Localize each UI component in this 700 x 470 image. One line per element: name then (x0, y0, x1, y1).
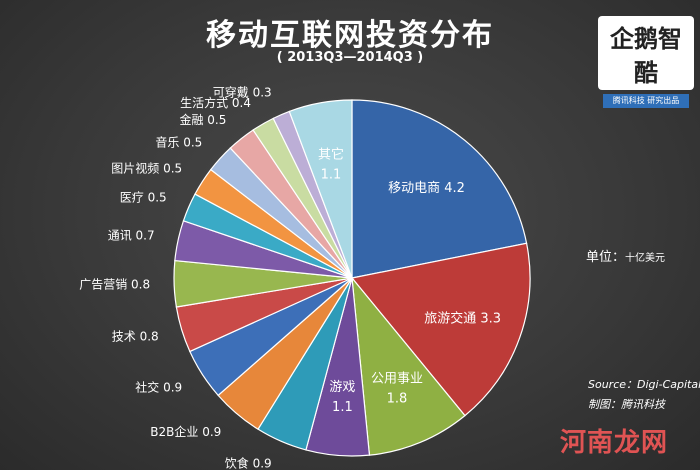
watermark: 河南龙网 (560, 428, 669, 458)
slice-label-旅游交通: 旅游交通 3.3 (424, 311, 501, 327)
slice-label-其它: 其它 (318, 146, 344, 162)
chart-title: 移动互联网投资分布 (206, 18, 494, 53)
slice-label-B2B企业: B2B企业 0.9 (150, 424, 221, 439)
logo-text: 企鹅智酷 (610, 25, 682, 87)
unit-value: 十亿美元 (625, 253, 666, 264)
slice-label-医疗: 医疗 0.5 (120, 191, 167, 205)
pie-slice-其它 (288, 99, 353, 279)
logo-band: 腾讯科技 研究出品 (603, 94, 689, 108)
source-label: Source： (588, 378, 638, 391)
slice-label-游戏: 游戏 (329, 380, 355, 395)
penguin-intelligence-logo: 企鹅智酷 腾讯科技 研究出品 (598, 16, 694, 108)
slice-label-公用事业: 公用事业 (371, 372, 423, 387)
slice-label-金融: 金融 0.5 (179, 112, 226, 127)
slice-label-技术: 技术 0.8 (112, 330, 159, 344)
slice-label-通讯: 通讯 0.7 (108, 228, 155, 242)
credit-label: 制图： (588, 398, 621, 411)
unit-label: 单位：十亿美元 (586, 246, 665, 265)
slice-label-图片视频: 图片视频 0.5 (111, 161, 182, 176)
slice-label-社交: 社交 0.9 (135, 380, 182, 395)
credit-note: 制图：腾讯科技 (588, 396, 665, 412)
slice-value-其它: 1.1 (321, 167, 342, 182)
slice-label-生活方式: 生活方式 0.4 (180, 95, 251, 110)
pie-slice-公用事业 (351, 276, 466, 456)
pie-slice-旅游交通 (350, 242, 531, 417)
slice-label-移动电商: 移动电商 4.2 (388, 181, 465, 196)
slice-label-音乐: 音乐 0.5 (155, 134, 202, 149)
source-note: Source：Digi-Capital (588, 376, 700, 392)
chart-subtitle: ( 2013Q3—2014Q3 ) (276, 50, 424, 65)
source-value: Digi-Capital (637, 378, 700, 391)
pie-slice-移动电商 (351, 99, 528, 279)
slice-label-广告营销: 广告营销 0.8 (79, 278, 150, 292)
slice-value-游戏: 1.1 (332, 400, 353, 415)
credit-value: 腾讯科技 (621, 398, 665, 411)
slice-label-饮食: 饮食 0.9 (225, 455, 272, 470)
slice-value-公用事业: 1.8 (387, 392, 408, 407)
slice-label-可穿戴: 可穿戴 0.3 (213, 85, 272, 100)
unit-prefix: 单位： (586, 250, 626, 265)
